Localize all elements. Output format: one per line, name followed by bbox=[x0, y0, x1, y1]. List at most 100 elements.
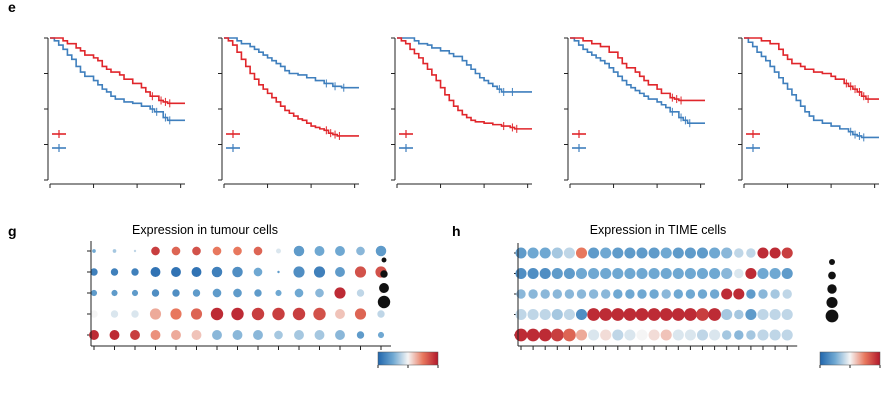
dot bbox=[539, 308, 551, 321]
size-legend-dot bbox=[380, 270, 388, 278]
dot bbox=[539, 267, 551, 280]
dot bbox=[377, 331, 385, 339]
dot bbox=[133, 249, 137, 253]
dot bbox=[782, 289, 792, 299]
dot bbox=[563, 308, 575, 321]
dot bbox=[551, 247, 563, 259]
dot bbox=[515, 308, 527, 321]
dot bbox=[781, 247, 793, 259]
dot bbox=[335, 309, 345, 319]
color-bar bbox=[819, 351, 881, 366]
km-curve-high bbox=[744, 37, 879, 100]
dot bbox=[527, 308, 539, 321]
size-legend-dot bbox=[379, 283, 389, 293]
dot bbox=[660, 267, 672, 280]
dot bbox=[212, 330, 222, 340]
dot bbox=[599, 308, 613, 321]
dot bbox=[709, 289, 720, 299]
dot bbox=[171, 330, 181, 340]
dot bbox=[781, 329, 793, 341]
dot bbox=[684, 267, 696, 280]
dot bbox=[648, 329, 660, 341]
dot bbox=[354, 308, 367, 320]
dot bbox=[191, 330, 202, 340]
dot bbox=[721, 247, 733, 259]
dot bbox=[575, 329, 588, 341]
dot bbox=[151, 246, 160, 256]
dot bbox=[356, 289, 365, 297]
dot bbox=[293, 245, 305, 257]
dot bbox=[623, 308, 637, 321]
dot bbox=[527, 247, 539, 259]
km-curve-high bbox=[224, 37, 359, 137]
dot bbox=[550, 328, 564, 342]
dot bbox=[110, 310, 119, 318]
dot bbox=[211, 266, 223, 278]
dot bbox=[696, 247, 709, 259]
dot bbox=[190, 308, 203, 320]
dot bbox=[516, 289, 526, 299]
dot bbox=[648, 247, 660, 259]
dot bbox=[612, 267, 624, 280]
dot bbox=[734, 309, 744, 320]
dot bbox=[636, 267, 648, 280]
dot bbox=[684, 308, 697, 321]
dot bbox=[575, 247, 588, 259]
dot bbox=[769, 267, 781, 280]
dot bbox=[274, 330, 283, 340]
dot bbox=[254, 289, 262, 297]
dotplot-tumour bbox=[87, 241, 439, 368]
dot bbox=[293, 266, 305, 278]
dot bbox=[588, 329, 600, 341]
dot bbox=[551, 308, 563, 321]
dot bbox=[659, 308, 673, 321]
dot bbox=[745, 267, 757, 280]
dot bbox=[314, 246, 325, 256]
dot bbox=[528, 289, 538, 299]
dot bbox=[769, 247, 781, 259]
dot bbox=[212, 246, 222, 256]
dot bbox=[733, 288, 745, 300]
size-legend-dot bbox=[827, 284, 837, 294]
dot bbox=[335, 246, 345, 256]
dot bbox=[576, 289, 587, 299]
dot bbox=[253, 267, 263, 277]
dot bbox=[563, 247, 575, 259]
km-plot-time-iss bbox=[391, 37, 532, 188]
dot bbox=[232, 330, 243, 340]
dot bbox=[253, 246, 263, 256]
dot bbox=[564, 289, 575, 299]
dot bbox=[294, 288, 304, 298]
dot bbox=[515, 267, 527, 280]
dot bbox=[588, 267, 600, 280]
dot bbox=[709, 267, 721, 280]
dot bbox=[212, 288, 222, 298]
dot bbox=[671, 308, 685, 321]
dot bbox=[661, 289, 671, 299]
dot bbox=[684, 247, 696, 259]
dot bbox=[672, 267, 684, 280]
dot bbox=[648, 267, 660, 280]
dot bbox=[769, 329, 781, 341]
dot bbox=[552, 289, 562, 299]
dot bbox=[538, 328, 552, 342]
size-legend-dot bbox=[828, 271, 836, 280]
dot bbox=[635, 308, 649, 321]
dot bbox=[335, 267, 345, 277]
dot bbox=[251, 307, 265, 321]
dot bbox=[600, 267, 612, 280]
dot bbox=[150, 330, 161, 340]
km-curve-high bbox=[397, 37, 532, 130]
dot bbox=[109, 330, 120, 340]
dot bbox=[515, 247, 527, 259]
dot bbox=[130, 330, 140, 340]
dot bbox=[253, 330, 263, 340]
dot bbox=[575, 267, 588, 280]
dot bbox=[335, 330, 345, 340]
dot bbox=[315, 288, 324, 298]
dot bbox=[588, 247, 600, 259]
dot bbox=[611, 308, 625, 321]
dot bbox=[600, 329, 612, 341]
dot bbox=[588, 289, 599, 299]
km-curve-high bbox=[50, 37, 185, 105]
